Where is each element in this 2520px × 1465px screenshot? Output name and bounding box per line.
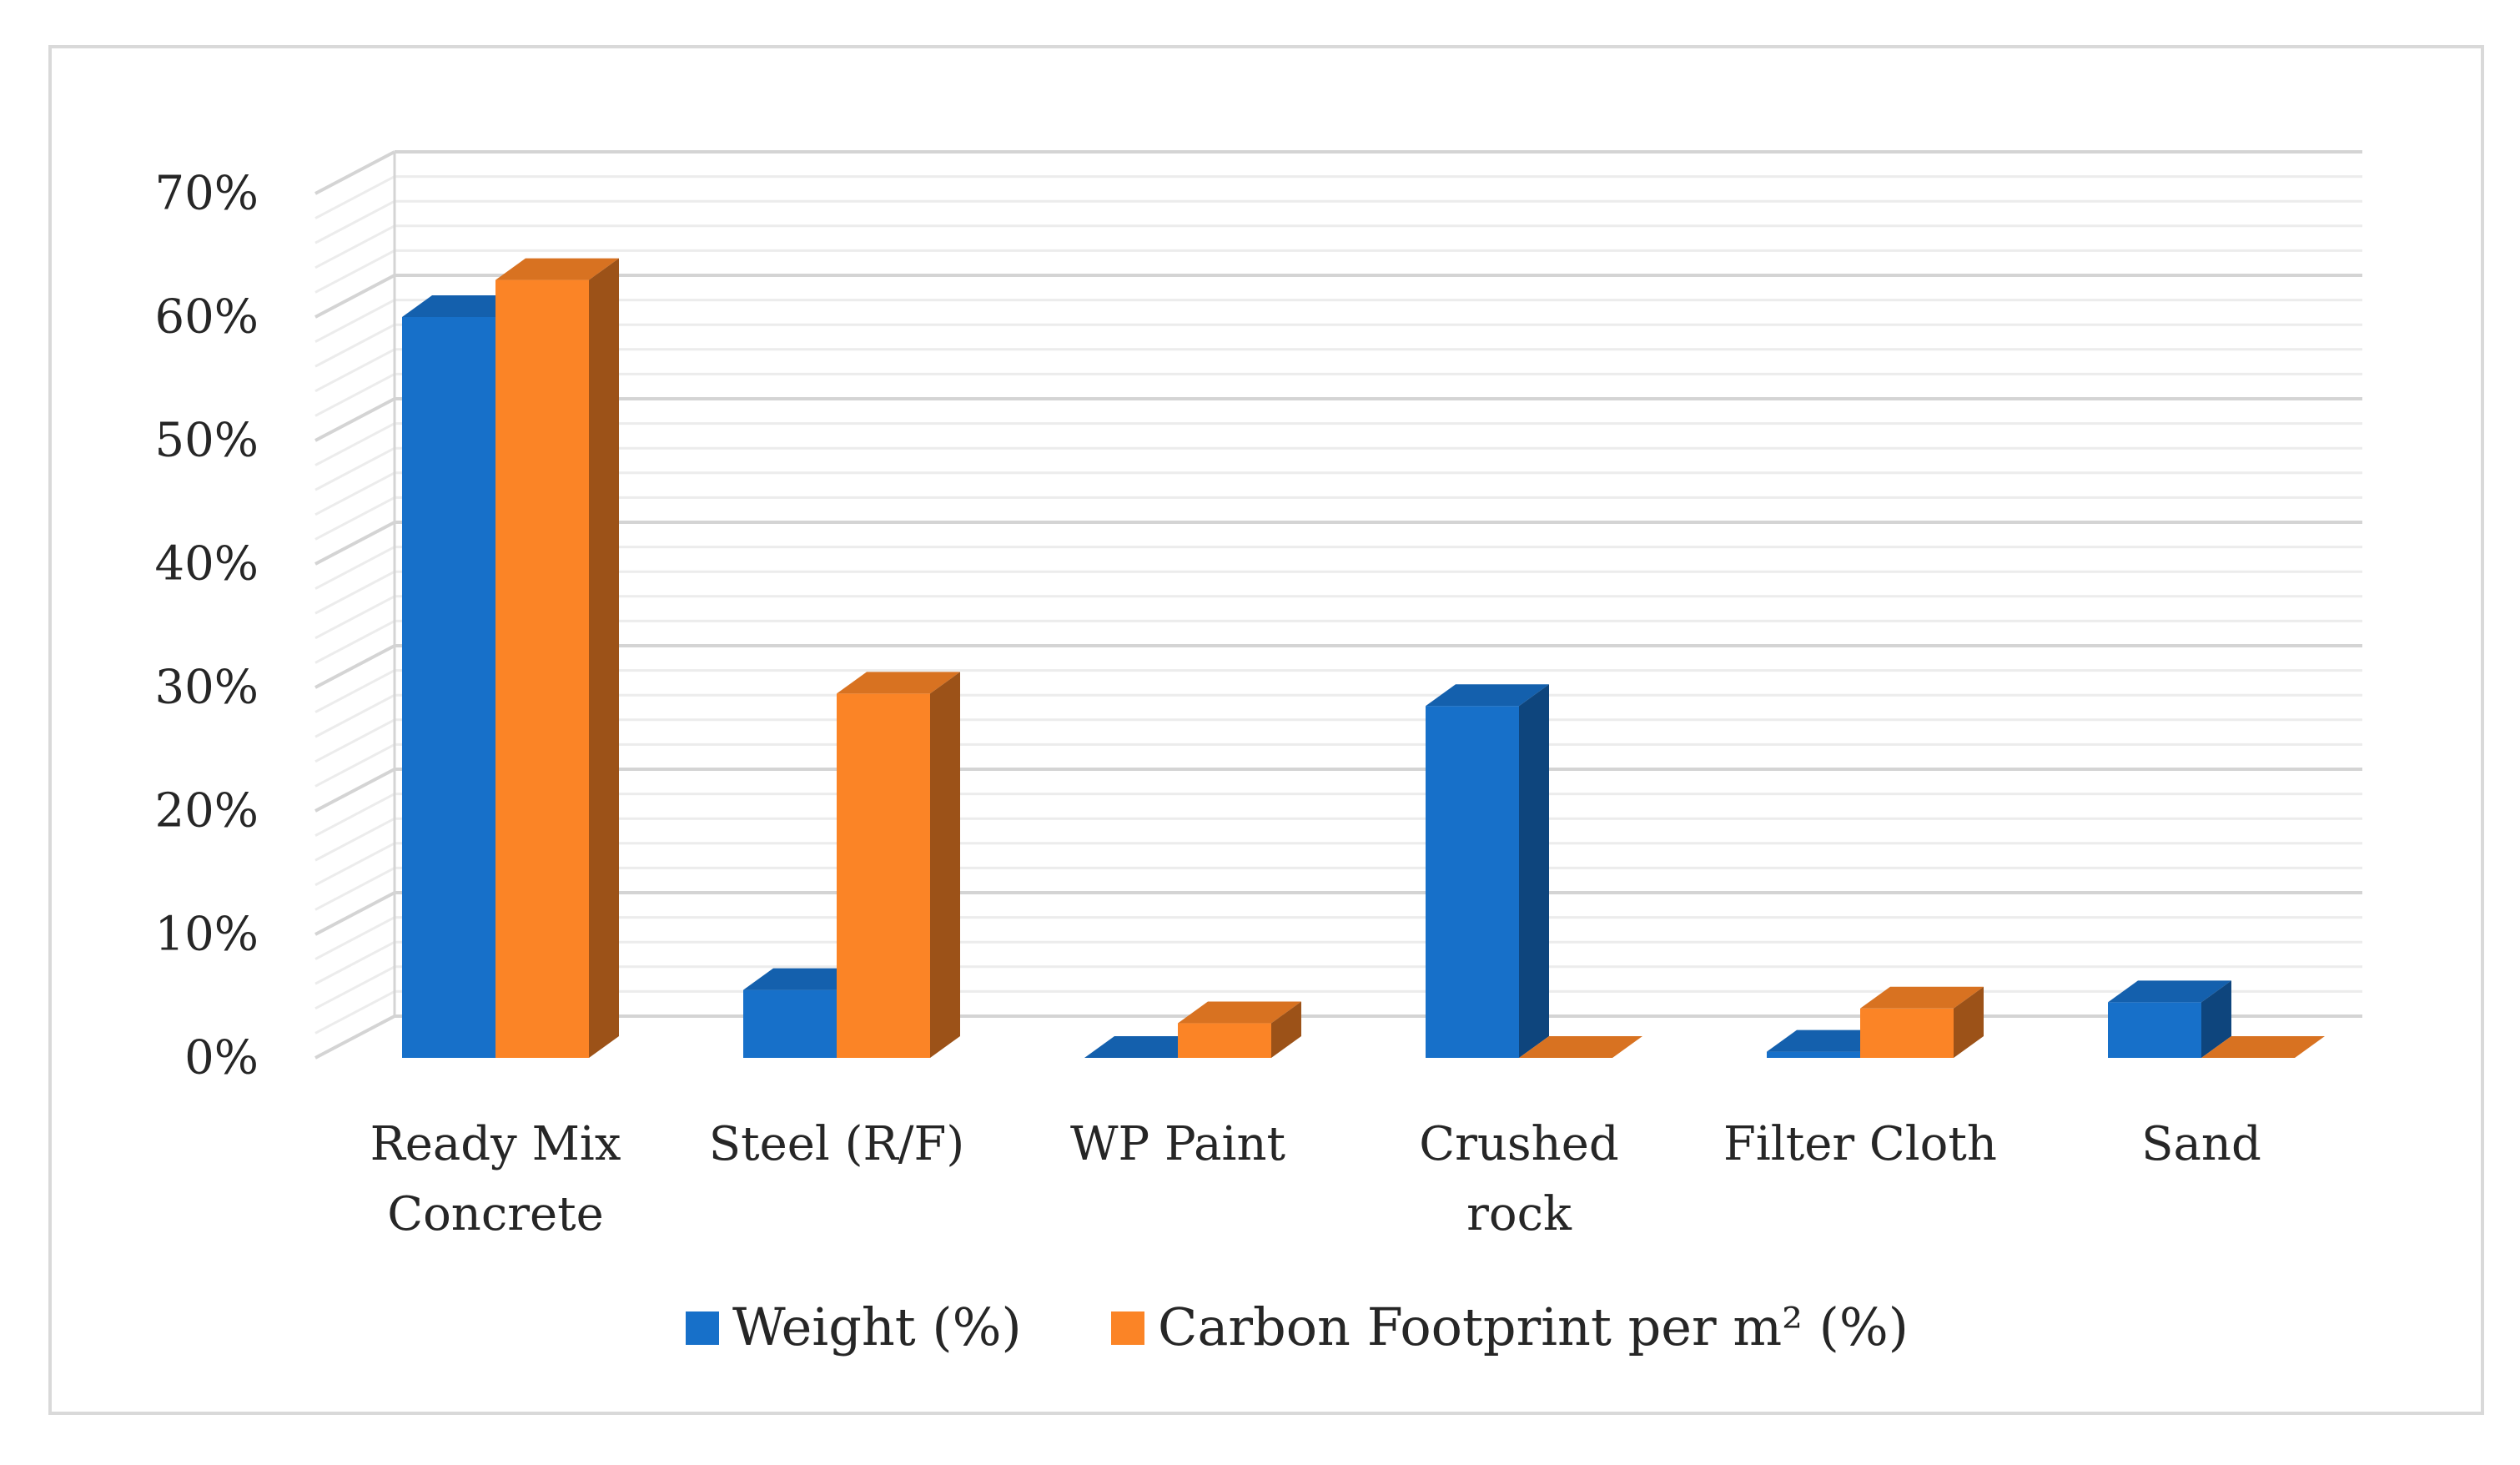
bar-top <box>837 672 960 694</box>
bar-front <box>837 693 930 1058</box>
gridline-sidewall <box>314 940 395 985</box>
y-axis-ticks: 0% 10% 20% 30% 40% 50% 60% 70% <box>155 167 259 1085</box>
gridline-sidewall <box>314 718 395 763</box>
gridline-sidewall <box>314 199 395 244</box>
x-category-label: Ready Mix <box>370 1117 621 1171</box>
bar-front <box>495 279 589 1059</box>
gridline-sidewall <box>314 373 395 417</box>
legend-label-carbon: Carbon Footprint per m² (%) <box>1158 1296 1909 1357</box>
bar-weight-5 <box>2108 980 2231 1058</box>
bar-top <box>2108 980 2231 1003</box>
gridline-sidewall <box>314 842 395 887</box>
gridline-sidewall <box>314 669 395 713</box>
y-tick-label: 10% <box>155 908 259 962</box>
bar-carbon-3 <box>1519 1036 1642 1058</box>
bar-top <box>1084 1036 1208 1058</box>
bar-carbon-2 <box>1178 1001 1301 1058</box>
gridline-sidewall <box>314 521 395 566</box>
x-category-label: Steel (R/F) <box>709 1117 964 1171</box>
bar-top <box>743 968 867 990</box>
bar-side <box>1519 684 1549 1058</box>
gridline-sidewall <box>314 867 395 911</box>
bar-carbon-4 <box>1860 986 1984 1058</box>
gridline-sidewall <box>314 644 395 689</box>
gridline-sidewall <box>314 471 395 516</box>
gridline-sidewall <box>314 965 395 1010</box>
legend-swatch-carbon <box>1111 1311 1144 1345</box>
x-category-label: Concrete <box>387 1187 604 1241</box>
gridline-sidewall <box>314 891 395 936</box>
bar-front <box>1178 1023 1271 1058</box>
bar-side <box>589 258 619 1059</box>
bar-top <box>1426 684 1549 707</box>
bar-side <box>930 672 960 1058</box>
gridline-sidewall <box>314 1014 395 1060</box>
gridline-sidewall <box>314 793 395 837</box>
y-tick-label: 50% <box>155 414 259 468</box>
bar-top <box>2201 1036 2325 1058</box>
gridline-sidewall <box>314 175 395 219</box>
y-tick-label: 30% <box>155 661 259 715</box>
bar-front <box>402 317 495 1058</box>
gridline-sidewall <box>314 546 395 590</box>
gridline-sidewall <box>314 990 395 1035</box>
bar-front <box>1767 1051 1860 1058</box>
y-tick-label: 40% <box>155 537 259 592</box>
gridline-sidewall <box>314 397 395 442</box>
x-axis-categories: Ready Mix Concrete Steel (R/F) WP Paint Crus… <box>370 1117 2261 1241</box>
bar-carbon-1 <box>837 672 960 1058</box>
bar-front <box>1860 1008 1954 1058</box>
gridlines <box>314 150 2362 1060</box>
bar-top <box>1178 1001 1301 1024</box>
bar-weight-2 <box>1084 1036 1208 1058</box>
gridline-sidewall <box>314 224 395 269</box>
gridline-sidewall <box>314 323 395 368</box>
gridline-sidewall <box>314 916 395 960</box>
y-tick-label: 60% <box>155 290 259 345</box>
gridline-sidewall <box>314 422 395 466</box>
gridline-sidewall <box>314 150 395 195</box>
gridline-sidewall <box>314 348 395 393</box>
bar-weight-3 <box>1426 684 1549 1058</box>
bar-side <box>1271 1001 1301 1058</box>
bar-top <box>1519 1036 1642 1058</box>
gridline-sidewall <box>314 693 395 738</box>
x-category-label: rock <box>1466 1187 1572 1241</box>
bar-top <box>402 295 526 317</box>
bars <box>402 258 2325 1059</box>
y-tick-label: 20% <box>155 784 259 838</box>
bar-top <box>495 258 619 280</box>
y-tick-label: 0% <box>184 1031 259 1085</box>
legend-swatch-weight <box>686 1311 719 1345</box>
bar-carbon-5 <box>2201 1036 2325 1058</box>
legend: Weight (%) Carbon Footprint per m² (%) <box>686 1296 1909 1357</box>
bar-top <box>1767 1030 1890 1052</box>
gridline-sidewall <box>314 817 395 862</box>
bar-front <box>1426 706 1519 1058</box>
gridline-sidewall <box>314 299 395 343</box>
bar-top <box>1860 986 1984 1009</box>
gridline-sidewall <box>314 249 395 294</box>
x-category-label: Crushed <box>1419 1117 1618 1171</box>
x-category-label: Sand <box>2141 1117 2261 1171</box>
gridline-sidewall <box>314 620 395 664</box>
gridline-sidewall <box>314 768 395 813</box>
x-category-label: Filter Cloth <box>1723 1117 1997 1171</box>
gridline-sidewall <box>314 595 395 640</box>
x-category-label: WP Paint <box>1070 1117 1286 1171</box>
gridline-sidewall <box>314 446 395 491</box>
gridline-sidewall <box>314 743 395 788</box>
bar-front <box>743 989 837 1058</box>
gridline-sidewall <box>314 274 395 319</box>
bar-side <box>1954 986 1984 1058</box>
bar-carbon-0 <box>495 258 619 1059</box>
gridline-sidewall <box>314 496 395 541</box>
y-tick-label: 70% <box>155 167 259 221</box>
bar-side <box>2201 980 2231 1058</box>
bar-front <box>2108 1002 2201 1058</box>
gridline-sidewall <box>314 570 395 615</box>
legend-label-weight: Weight (%) <box>732 1296 1022 1357</box>
